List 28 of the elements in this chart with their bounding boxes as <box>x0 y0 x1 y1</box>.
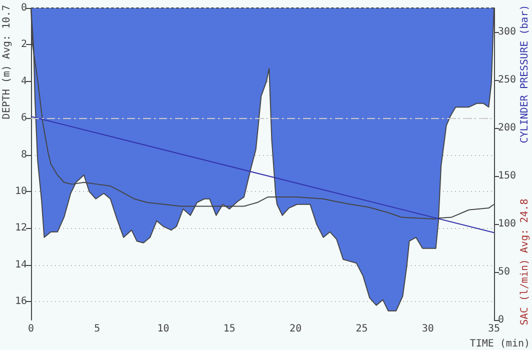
y2-axis-title: CYLINDER PRESSURE (bar) <box>520 4 530 144</box>
y2-tick-label: 100 <box>498 218 516 230</box>
y-tick-label: 6 <box>20 112 27 124</box>
y-tick-label: 0 <box>20 2 27 14</box>
y-axis-title: DEPTH (m) Avg: 10.7 <box>2 4 12 120</box>
x-tick-label: 0 <box>28 324 34 334</box>
y2-tick-label: 250 <box>498 74 516 86</box>
x-axis-title: TIME (min) <box>470 338 530 350</box>
x-tick-label: 15 <box>223 324 236 334</box>
y-tick-label: 16 <box>14 296 27 308</box>
y-tick-label: 8 <box>20 149 27 160</box>
x-tick-label: 35 <box>488 324 500 334</box>
y-tick-label: 2 <box>20 39 27 50</box>
x-tick-label: 25 <box>356 324 368 334</box>
y-tick-label: 10 <box>14 186 27 198</box>
y2-tick-label: 200 <box>498 122 516 134</box>
x-tick-label: 20 <box>290 324 302 334</box>
y-tick-label: 4 <box>20 76 27 87</box>
y2-tick-label: 50 <box>498 266 510 278</box>
y2-tick-label: 0 <box>498 314 504 326</box>
x-tick-label: 5 <box>94 324 100 334</box>
text: SAC (l/min) Avg: 24.8 <box>520 198 530 326</box>
y-tick-label: 12 <box>14 222 27 234</box>
x-tick-label: 10 <box>157 324 170 334</box>
x-tick-label: 30 <box>422 324 434 334</box>
y2-tick-label: 300 <box>498 26 516 38</box>
y-tick-label: 14 <box>14 259 27 270</box>
y2-tick-label: 150 <box>498 170 516 182</box>
